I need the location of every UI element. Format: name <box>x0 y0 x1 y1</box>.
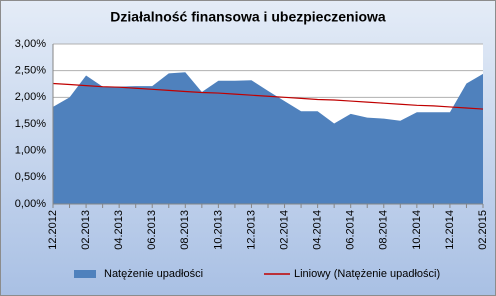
y-tick-label: 3,00% <box>15 38 46 50</box>
x-tick-label: 04.2013 <box>113 210 125 250</box>
x-tick-label: 10.2014 <box>411 210 423 250</box>
x-tick-label: 12.2013 <box>245 210 257 250</box>
x-tick-label: 08.2014 <box>378 210 390 250</box>
x-tick-label: 02.2013 <box>80 210 92 250</box>
legend-label: Liniowy (Natężenie upadłości) <box>294 268 440 280</box>
trend-line <box>52 82 484 110</box>
legend-label: Natężenie upadłości <box>104 268 203 280</box>
x-tick-label: 02.2015 <box>477 210 489 250</box>
x-tick-label: 08.2013 <box>179 210 191 250</box>
y-tick-label: 1,00% <box>15 145 46 157</box>
x-tick-label: 12.2012 <box>47 210 59 250</box>
y-tick-label: 0,50% <box>15 171 46 183</box>
y-tick-label: 2,50% <box>15 65 46 77</box>
area <box>53 72 483 205</box>
y-tick-label: 1,50% <box>15 118 46 130</box>
x-tick-label: 12.2014 <box>444 210 456 250</box>
x-tick-label: 06.2013 <box>146 210 158 250</box>
x-tick-label: 06.2014 <box>345 210 357 250</box>
chart-title: Działalność finansowa i ubezpieczeniowa <box>110 9 386 25</box>
x-tick-label: 04.2014 <box>312 210 324 250</box>
y-tick-label: 2,00% <box>15 91 46 103</box>
legend-swatch <box>74 270 96 278</box>
y-tick-label: 0,00% <box>15 198 46 210</box>
x-tick-label: 02.2014 <box>278 210 290 250</box>
x-tick-label: 10.2013 <box>212 210 224 250</box>
